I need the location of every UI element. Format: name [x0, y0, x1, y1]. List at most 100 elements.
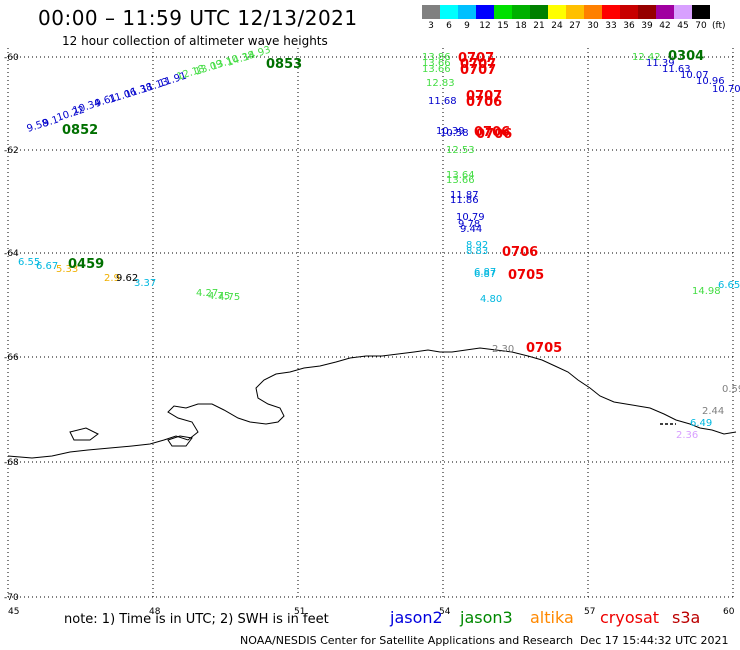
map-subtitle: 12 hour collection of altimeter wave hei… — [62, 34, 328, 48]
longitude-tick-label: 54 — [439, 607, 451, 617]
cryosat-pass-time: 0706 — [466, 95, 502, 110]
color-scale-label: 15 — [497, 21, 509, 31]
wave-height-label: 10.07 — [680, 70, 709, 81]
wave-height-label: 11.68 — [428, 96, 457, 107]
wave-height-label: 6.65 — [718, 280, 740, 291]
color-scale-label: 21 — [533, 21, 545, 31]
jason3-pass-time: 0459 — [68, 257, 104, 272]
color-scale-swatch — [602, 5, 620, 19]
jason3-pass-time: 0853 — [266, 57, 302, 72]
latitude-tick-label: -62 — [4, 146, 19, 156]
color-scale-label: 27 — [569, 21, 581, 31]
color-scale-label: 70 — [695, 21, 707, 31]
jason2-wave-height-label: 9.1 — [42, 114, 61, 129]
wave-height-label: 12.83 — [426, 78, 455, 89]
color-scale-labels: 3 6 9 12 15 18 21 24 27 30 33 36 39 42 45 70 (ft) — [422, 21, 726, 31]
island-coastline — [69, 427, 99, 441]
footer-note: note: 1) Time is in UTC; 2) SWH is in fe… — [64, 612, 329, 627]
wave-height-label: 11.39 — [646, 58, 675, 69]
latitude-tick-label: -60 — [4, 53, 19, 63]
jason3-pass-time: 0304 — [668, 49, 704, 64]
longitude-tick-label: 48 — [149, 607, 161, 617]
color-scale-swatch — [494, 5, 512, 19]
color-scale-bar — [422, 5, 710, 19]
color-scale-label: 24 — [551, 21, 563, 31]
wave-height-label: 8.83 — [466, 246, 488, 257]
wave-height-label: 4.27 — [196, 288, 218, 299]
latitude-tick-label: -64 — [4, 249, 19, 259]
wave-height-label: 6.55 — [18, 257, 40, 268]
latitude-tick-label: -66 — [4, 353, 19, 363]
wave-height-label: 11.63 — [662, 64, 691, 75]
wave-height-label: 10.79 — [456, 212, 485, 223]
color-scale-swatch — [584, 5, 602, 19]
wave-height-label: 10.70 — [712, 84, 740, 95]
footer-timestamp: Dec 17 15:44:32 UTC 2021 — [580, 634, 729, 647]
color-scale-label: 3 — [428, 21, 434, 31]
cryosat-pass-time: 0707 — [460, 63, 496, 78]
legend-jason3: jason3 — [460, 608, 513, 627]
wave-height-label: 4.80 — [480, 294, 502, 305]
legend-cryosat: cryosat — [600, 608, 660, 627]
color-scale-label: 12 — [479, 21, 491, 31]
wave-height-label: 2.36 — [676, 430, 698, 441]
wave-height-label: 9.62 — [116, 273, 138, 284]
wave-height-label: 13.66 — [422, 58, 451, 69]
longitude-tick-label: 45 — [8, 607, 19, 617]
cryosat-pass-time: 0707 — [460, 57, 496, 72]
color-scale-label: 9 — [464, 21, 470, 31]
color-scale-label: 39 — [641, 21, 653, 31]
wave-height-label: 2.9 — [104, 273, 120, 284]
latitude-tick-label: -70 — [4, 593, 19, 603]
island-coastline — [167, 435, 193, 447]
wave-height-label: 0.59 — [722, 384, 740, 395]
wave-height-label: 2.30 — [492, 344, 514, 355]
color-scale-swatch — [476, 5, 494, 19]
color-scale-swatch — [620, 5, 638, 19]
color-scale-swatch — [530, 5, 548, 19]
wave-height-label: 13.66 — [422, 64, 451, 75]
longitude-tick-label: 60 — [723, 607, 735, 617]
wave-height-label: 12.42 — [632, 52, 661, 63]
color-scale-swatch — [638, 5, 656, 19]
wave-height-label: 3.37 — [134, 278, 156, 289]
longitude-tick-label: 51 — [294, 607, 305, 617]
color-scale-swatch — [692, 5, 710, 19]
wave-height-label: 6.87 — [474, 267, 496, 278]
wave-height-label: 5.33 — [56, 264, 78, 275]
color-scale-swatch — [674, 5, 692, 19]
map-title: 00:00 – 11:59 UTC 12/13/2021 — [38, 6, 358, 30]
footer-credit: NOAA/NESDIS Center for Satellite Applica… — [240, 634, 574, 647]
legend-jason2: jason2 — [390, 608, 443, 627]
cryosat-pass-time: 0707 — [466, 89, 502, 104]
color-scale-label: 30 — [587, 21, 599, 31]
wave-height-label: 13.86 — [422, 52, 451, 63]
color-scale-swatch — [548, 5, 566, 19]
cryosat-pass-time: 0705 — [508, 268, 544, 283]
color-scale-label: 45 — [677, 21, 689, 31]
antarctica-coastline — [7, 347, 737, 459]
cryosat-pass-time: 0705 — [526, 341, 562, 356]
wave-height-label: 13.64 — [446, 170, 475, 181]
color-scale-swatch — [566, 5, 584, 19]
legend-s3a: s3a — [672, 608, 701, 627]
cryosat-pass-time: 0706 — [502, 245, 538, 260]
wave-height-label: 8.92 — [466, 240, 488, 251]
color-scale-swatch — [440, 5, 458, 19]
wave-height-label: 4.75 — [208, 291, 230, 302]
wave-height-label: 4.75 — [218, 292, 240, 303]
color-scale-label: 42 — [659, 21, 671, 31]
color-scale-unit: (ft) — [712, 21, 726, 31]
color-scale-swatch — [512, 5, 530, 19]
cryosat-pass-time: 0706 — [474, 125, 510, 140]
wave-height-label: 6.87 — [474, 269, 496, 280]
color-scale-swatch — [656, 5, 674, 19]
color-scale-label: 36 — [623, 21, 635, 31]
wave-height-label: 9.44 — [460, 224, 482, 235]
wave-height-label: 10.96 — [696, 76, 725, 87]
wave-height-label: 11.87 — [450, 190, 479, 201]
color-scale-label: 33 — [605, 21, 617, 31]
cryosat-pass-time: 0707 — [458, 51, 494, 66]
